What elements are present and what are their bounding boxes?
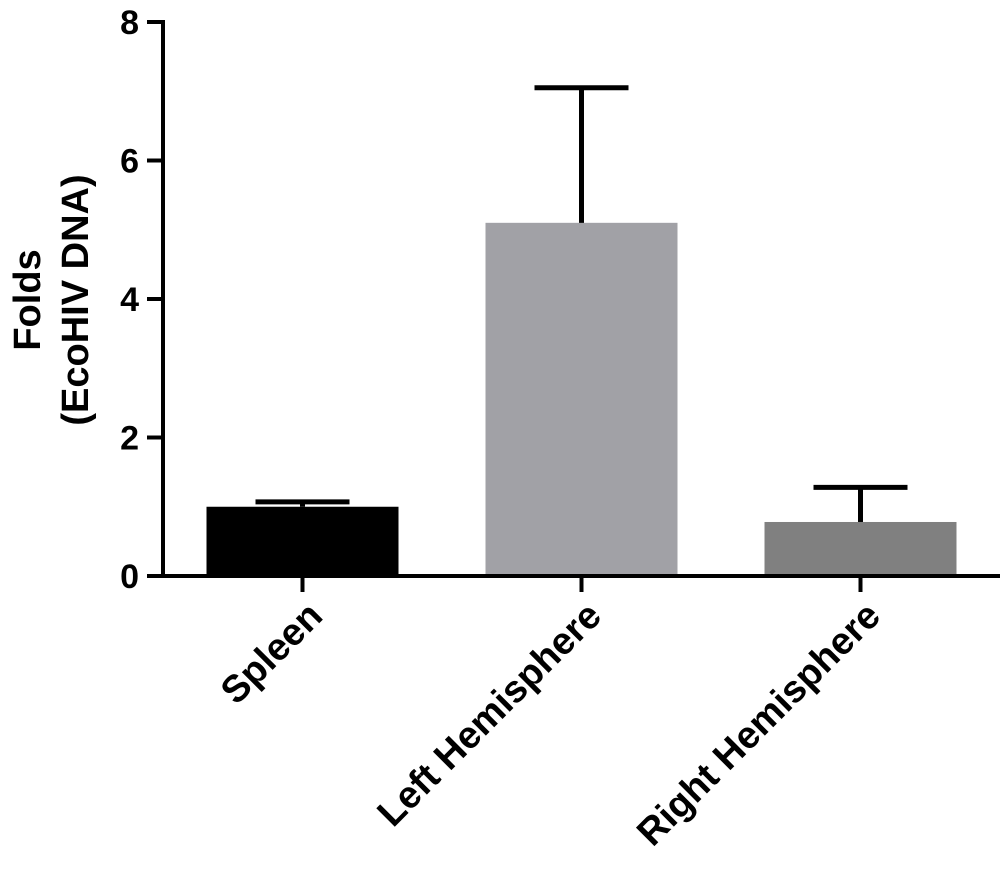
y-axis-title-line1: Folds <box>7 249 49 350</box>
bars <box>206 222 957 576</box>
bar-right-hemisphere <box>764 521 957 576</box>
y-ticks: 0 2 4 6 8 <box>120 4 163 596</box>
y-axis-title: Folds (EcoHIV DNA) <box>7 174 97 425</box>
y-tick-label-0: 0 <box>120 558 139 596</box>
y-tick-label-2: 2 <box>120 420 139 458</box>
y-tick-label-6: 6 <box>120 143 139 181</box>
x-tick-label-left-hemisphere: Left Hemisphere <box>370 595 610 835</box>
y-tick-label-8: 8 <box>120 4 139 42</box>
x-ticks: Spleen Left Hemisphere Right Hemisphere <box>213 576 889 854</box>
y-tick-label-4: 4 <box>120 281 139 319</box>
bar-left-hemisphere <box>485 222 678 576</box>
error-bars <box>255 85 908 522</box>
x-tick-label-spleen: Spleen <box>213 595 331 713</box>
y-axis-title-line2: (EcoHIV DNA) <box>55 174 97 425</box>
x-tick-label-right-hemisphere: Right Hemisphere <box>629 595 889 855</box>
bar-spleen <box>206 506 399 576</box>
